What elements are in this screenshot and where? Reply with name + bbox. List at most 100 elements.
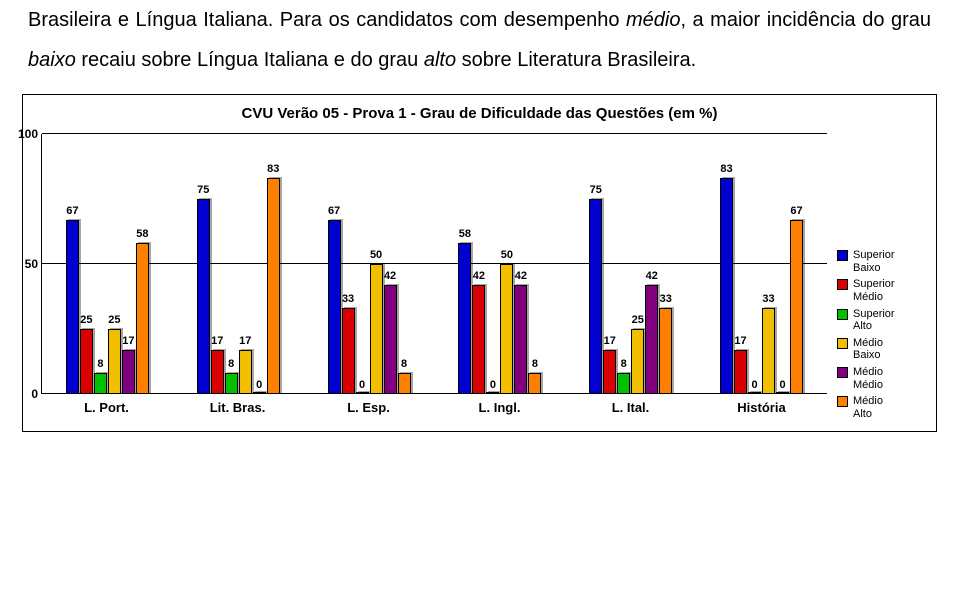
legend-swatch: [837, 250, 848, 261]
bar: [239, 350, 252, 394]
para-s1f: recaiu sobre Língua Italiana e do grau: [76, 49, 424, 71]
bar: [197, 199, 210, 394]
bar-group: 67258251758: [42, 134, 173, 394]
bar-value-label: 75: [590, 184, 602, 196]
bar-value-label: 33: [762, 293, 774, 305]
bar-value-label: 17: [211, 335, 223, 347]
legend-swatch: [837, 367, 848, 378]
bar: [398, 373, 411, 394]
legend-item: MédioBaixo: [837, 337, 922, 362]
bar-group: 75 17 8 25 4233: [565, 134, 696, 394]
bar: [225, 373, 238, 394]
bar-value-label: 33: [342, 293, 354, 305]
para-s1e: baixo: [28, 49, 76, 71]
bar-group: 7517817083: [173, 134, 304, 394]
bar-group: 6733050428: [304, 134, 435, 394]
bar-value-label: 42: [646, 270, 658, 282]
bar: [122, 350, 135, 394]
plot-wrap: 050100 672582517587517817083673305042858…: [37, 134, 827, 415]
x-label: História: [696, 400, 827, 415]
x-label: L. Ingl.: [434, 400, 565, 415]
bar-value-label: 8: [228, 358, 234, 370]
bar: [370, 264, 383, 394]
bar: [253, 392, 266, 394]
bar-value-label: 8: [532, 358, 538, 370]
bar: [472, 285, 485, 394]
bar: [500, 264, 513, 394]
bar-value-label: 25: [632, 314, 644, 326]
legend-label: SuperiorAlto: [853, 308, 895, 333]
legend-swatch: [837, 309, 848, 320]
bar: [384, 285, 397, 394]
bar: [136, 243, 149, 394]
legend-label: MédioBaixo: [853, 337, 883, 362]
bar-value-label: 25: [80, 314, 92, 326]
bar: [617, 373, 630, 394]
bar-value-label: 58: [459, 228, 471, 240]
para-s1c: médio: [626, 9, 680, 31]
para-s1a: Brasileira e Língua Italiana.: [28, 9, 273, 31]
bar-value-label: 0: [779, 379, 785, 391]
bar: [762, 308, 775, 394]
bar-value-label: 58: [136, 228, 148, 240]
bar: [328, 220, 341, 394]
bar: [486, 392, 499, 394]
bar: [80, 329, 93, 394]
bar: [514, 285, 527, 394]
bar-value-label: 25: [108, 314, 120, 326]
bar-group: 83 17 0 33 0 67: [696, 134, 827, 394]
x-axis-labels: L. Port.Lit. Bras.L. Esp.L. Ingl.L. Ital…: [41, 400, 827, 415]
legend-swatch: [837, 396, 848, 407]
chart-frame: CVU Verão 05 - Prova 1 - Grau de Dificul…: [22, 94, 937, 432]
chart-title: CVU Verão 05 - Prova 1 - Grau de Dificul…: [37, 105, 922, 122]
plot-area: 050100 672582517587517817083673305042858…: [41, 134, 827, 394]
bar: [66, 220, 79, 394]
legend-label: SuperiorBaixo: [853, 249, 895, 274]
x-label: L. Port.: [41, 400, 172, 415]
bar-value-label: 8: [621, 358, 627, 370]
bar-value-label: 0: [359, 379, 365, 391]
x-label: L. Ital.: [565, 400, 696, 415]
bar: [720, 178, 733, 394]
bar-value-label: 67: [66, 205, 78, 217]
bar-value-label: 42: [515, 270, 527, 282]
bar-value-label: 42: [384, 270, 396, 282]
bar: [267, 178, 280, 394]
bar: [211, 350, 224, 394]
bar: [458, 243, 471, 394]
bar: [356, 392, 369, 394]
legend-item: SuperiorBaixo: [837, 249, 922, 274]
legend-item: SuperiorMédio: [837, 278, 922, 303]
bar: [631, 329, 644, 394]
x-label: L. Esp.: [303, 400, 434, 415]
bar-value-label: 17: [734, 335, 746, 347]
bar-value-label: 8: [97, 358, 103, 370]
legend: SuperiorBaixo SuperiorMédio SuperiorAlto Mé…: [837, 249, 922, 425]
bar: [94, 373, 107, 394]
bar: [776, 392, 789, 394]
legend-label: SuperiorMédio: [853, 278, 895, 303]
bar: [659, 308, 672, 394]
para-s1h: sobre Literatura Brasileira.: [456, 49, 696, 71]
bar-value-label: 75: [197, 184, 209, 196]
legend-item: MédioAlto: [837, 395, 922, 420]
bar-value-label: 17: [604, 335, 616, 347]
bar-value-label: 33: [660, 293, 672, 305]
bar: [748, 392, 761, 394]
bar-value-label: 50: [370, 249, 382, 261]
bar: [603, 350, 616, 394]
bar-value-label: 17: [239, 335, 251, 347]
bar-value-label: 42: [473, 270, 485, 282]
bar-value-label: 0: [751, 379, 757, 391]
x-label: Lit. Bras.: [172, 400, 303, 415]
para-s1g: alto: [424, 49, 456, 71]
y-tick: 100: [18, 127, 38, 141]
legend-item: SuperiorAlto: [837, 308, 922, 333]
legend-label: MédioMédio: [853, 366, 883, 391]
y-tick: 0: [31, 387, 38, 401]
bar-value-label: 0: [256, 379, 262, 391]
para-s1d: , a maior incidência do grau: [680, 9, 931, 31]
bar-value-label: 83: [720, 163, 732, 175]
bar-value-label: 67: [790, 205, 802, 217]
bar: [108, 329, 121, 394]
